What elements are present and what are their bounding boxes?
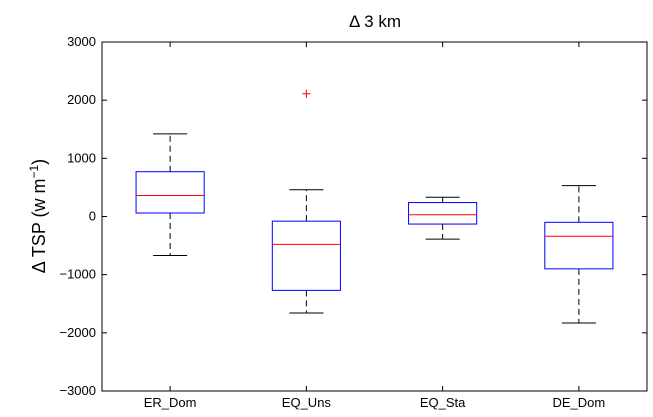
y-tick-label: 1000	[67, 150, 96, 165]
x-tick-label: EQ_Uns	[282, 395, 332, 410]
box-ER_Dom	[135, 133, 205, 256]
chart-title: Δ 3 km	[349, 12, 401, 31]
interquartile-box	[408, 202, 478, 225]
x-tick-label: DE_Dom	[553, 395, 606, 410]
y-tick-label: −2000	[59, 325, 96, 340]
x-tick-label: EQ_Sta	[420, 395, 466, 410]
plot-area-frame	[101, 41, 648, 392]
box-series	[135, 89, 614, 324]
y-tick-label: −3000	[59, 383, 96, 398]
y-axis-label: Δ TSP (w m−1)	[27, 159, 49, 273]
y-tick-label: 3000	[67, 34, 96, 49]
y-axis: −3000 −2000 −1000 0 1000 2000 3000	[59, 34, 647, 398]
y-tick-label: −1000	[59, 267, 96, 282]
interquartile-box	[271, 220, 341, 291]
interquartile-box	[135, 171, 205, 214]
outlier-marker	[302, 89, 311, 98]
box-DE_Dom	[544, 185, 614, 324]
interquartile-box	[544, 221, 614, 270]
y-tick-label: 0	[89, 209, 96, 224]
box-EQ_Uns	[271, 89, 341, 314]
box-EQ_Sta	[408, 196, 478, 240]
y-tick-label: 2000	[67, 92, 96, 107]
x-tick-label: ER_Dom	[144, 395, 197, 410]
x-axis: ER_Dom EQ_Uns EQ_Sta DE_Dom	[144, 42, 606, 410]
